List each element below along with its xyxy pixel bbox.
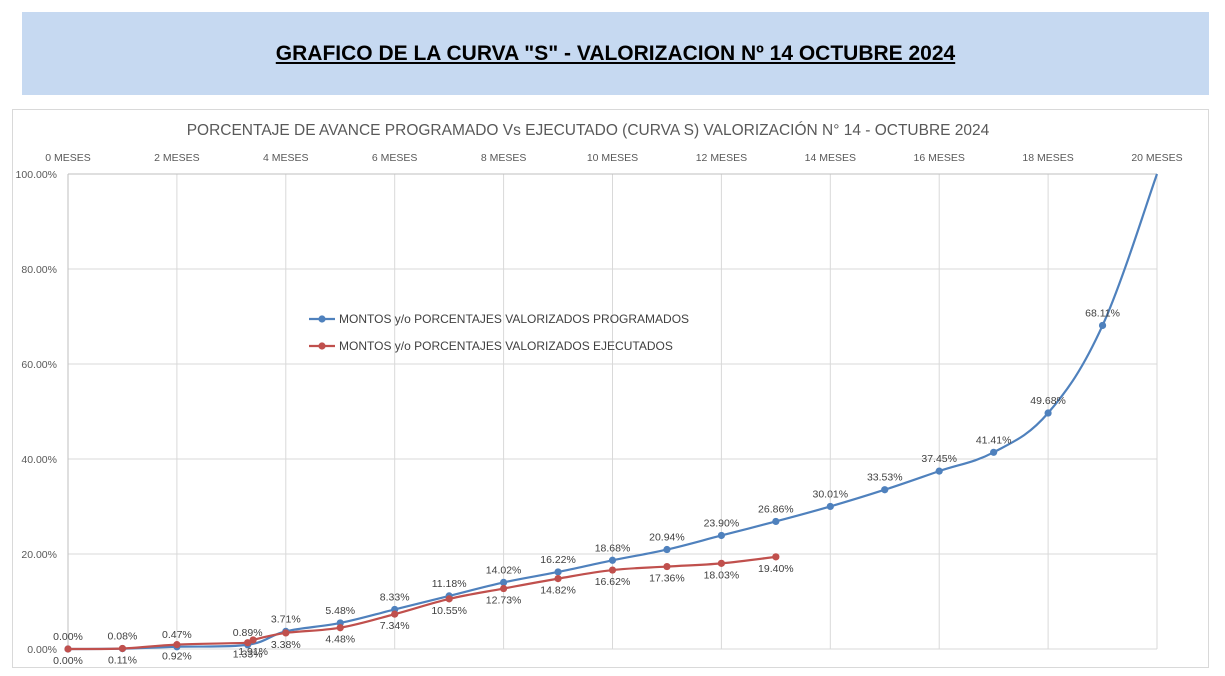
executed-data-label: 7.34% <box>380 620 410 632</box>
programmed-point <box>1044 409 1052 417</box>
x-tick-label: 6 MESES <box>372 152 418 164</box>
programmed-data-label: 37.45% <box>921 453 957 465</box>
x-tick-label: 8 MESES <box>481 152 527 164</box>
executed-data-label: 14.82% <box>540 585 576 597</box>
programmed-data-label: 49.68% <box>1030 395 1066 407</box>
programmed-data-label: 0.00% <box>53 631 83 643</box>
programmed-point <box>1098 321 1107 330</box>
programmed-data-label: 3.71% <box>271 613 301 625</box>
executed-point <box>772 553 780 561</box>
executed-data-label: 12.73% <box>486 595 522 607</box>
programmed-data-label: 30.01% <box>812 488 848 500</box>
y-tick-label: 40.00% <box>21 454 57 466</box>
x-tick-label: 4 MESES <box>263 152 309 164</box>
programmed-series-line <box>67 173 1159 651</box>
chart-frame <box>12 109 1209 668</box>
x-tick-label: 10 MESES <box>587 152 638 164</box>
executed-point <box>173 641 181 649</box>
executed-point <box>554 575 562 583</box>
executed-data-label: 18.03% <box>704 569 740 581</box>
executed-point <box>244 639 252 647</box>
programmed-data-label: 41.41% <box>976 434 1012 446</box>
programmed-point <box>881 486 889 494</box>
y-tick-label: 20.00% <box>21 549 57 561</box>
chart-legend: MONTOS y/o PORCENTAJES VALORIZADOS PROGR… <box>309 312 689 353</box>
programmed-data-label: 33.53% <box>867 472 903 484</box>
executed-point <box>118 644 127 653</box>
executed-data-label: 3.38% <box>271 639 301 651</box>
programmed-point <box>935 467 943 475</box>
y-tick-label: 60.00% <box>21 359 57 371</box>
x-tick-label: 16 MESES <box>914 152 965 164</box>
legend-label: MONTOS y/o PORCENTAJES VALORIZADOS EJECU… <box>339 339 673 353</box>
executed-point <box>249 636 257 644</box>
executed-point <box>336 624 344 632</box>
programmed-point <box>826 502 834 511</box>
legend-label: MONTOS y/o PORCENTAJES VALORIZADOS PROGR… <box>339 312 689 326</box>
executed-data-label: 0.92% <box>162 651 192 663</box>
x-tick-label: 14 MESES <box>805 152 856 164</box>
x-tick-label: 0 MESES <box>45 152 91 164</box>
legend-marker <box>318 315 326 323</box>
programmed-data-label: 20.94% <box>649 532 685 544</box>
executed-data-label: 17.36% <box>649 573 685 585</box>
programmed-point <box>554 568 562 576</box>
executed-data-label: 0.00% <box>53 655 83 667</box>
y-tick-label: 80.00% <box>21 264 57 276</box>
programmed-point <box>663 545 671 554</box>
programmed-data-label: 68.11% <box>1085 307 1120 319</box>
chart-data-labels: 0.00% 0.08% 0.47% 0.89% 3.71% 5.48% 8.33% 11.18… <box>53 307 1120 667</box>
programmed-data-label: 11.18% <box>432 578 467 590</box>
programmed-data-label: 0.08% <box>108 631 138 643</box>
executed-data-label: 10.55% <box>431 605 467 617</box>
x-tick-label: 18 MESES <box>1022 152 1073 164</box>
programmed-data-label: 23.90% <box>704 517 740 529</box>
x-tick-label: 12 MESES <box>696 152 747 164</box>
x-tick-label: 20 MESES <box>1131 152 1182 164</box>
executed-data-label: 0.11% <box>108 654 137 666</box>
programmed-data-label: 0.47% <box>162 629 192 641</box>
chart-series <box>64 173 1159 653</box>
programmed-data-label: 14.02% <box>486 564 522 576</box>
programmed-data-label: 8.33% <box>380 591 410 603</box>
executed-point <box>663 562 671 571</box>
chart-axes: 0.00% 20.00% 40.00% 60.00% 80.00% 100.00% 0 ME… <box>16 152 1183 656</box>
executed-data-label: 1.33% <box>233 649 263 661</box>
programmed-point <box>608 556 617 564</box>
programmed-point <box>500 578 508 587</box>
legend-marker <box>318 342 326 350</box>
y-tick-label: 0.00% <box>27 644 57 656</box>
chart-title: PORCENTAJE DE AVANCE PROGRAMADO Vs EJECU… <box>187 122 990 139</box>
programmed-data-label: 5.48% <box>325 605 355 617</box>
executed-data-label: 4.48% <box>325 634 355 646</box>
programmed-point <box>717 531 726 540</box>
executed-data-label: 1.91% <box>238 646 268 658</box>
programmed-data-label: 0.89% <box>233 627 263 639</box>
executed-point <box>391 610 399 618</box>
executed-data-label: 16.62% <box>595 576 631 588</box>
executed-data-label: 19.40% <box>758 563 794 575</box>
x-tick-label: 2 MESES <box>154 152 200 164</box>
executed-point <box>64 645 72 653</box>
executed-point <box>500 584 508 593</box>
executed-point <box>717 559 726 567</box>
page-header-banner: GRAFICO DE LA CURVA "S" - VALORIZACION N… <box>22 12 1209 95</box>
programmed-data-label: 18.68% <box>595 542 631 554</box>
programmed-point <box>772 517 780 526</box>
programmed-point <box>990 448 998 456</box>
executed-point <box>445 595 453 603</box>
executed-point <box>282 629 290 637</box>
y-tick-label: 100.00% <box>16 169 57 181</box>
executed-point <box>608 566 617 574</box>
page-title: GRAFICO DE LA CURVA "S" - VALORIZACION N… <box>275 41 956 65</box>
programmed-data-label: 26.86% <box>758 503 794 515</box>
programmed-data-label: 16.22% <box>540 554 576 566</box>
